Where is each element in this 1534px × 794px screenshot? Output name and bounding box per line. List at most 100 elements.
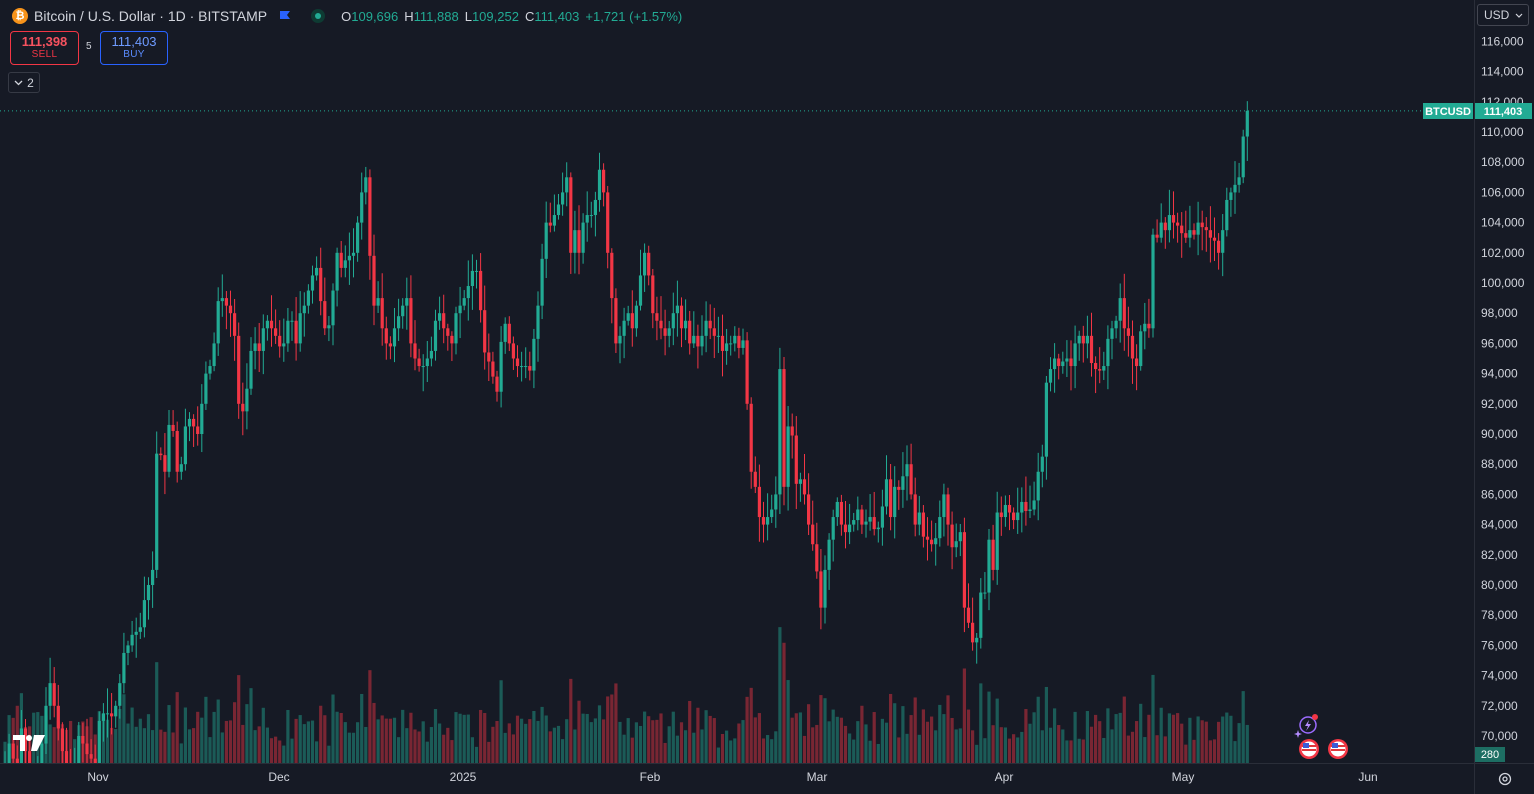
volume-bar — [934, 730, 938, 763]
candle-body — [81, 736, 85, 744]
volume-bar — [200, 717, 204, 763]
candle-body — [142, 600, 146, 628]
candle-body — [503, 323, 507, 342]
candle-body — [856, 509, 860, 521]
market-status-icon[interactable] — [311, 9, 326, 23]
candle-body — [536, 305, 540, 339]
volume-bar — [171, 732, 175, 763]
us-economic-event-icon[interactable] — [1327, 738, 1349, 760]
volume-bar — [733, 738, 737, 763]
volume-bar — [376, 719, 380, 763]
volume-bar — [503, 732, 507, 763]
candlestick-chart[interactable] — [0, 0, 1474, 763]
volume-bar — [446, 727, 450, 763]
candle-body — [528, 366, 532, 371]
volume-bar — [716, 747, 720, 763]
candle-body — [1102, 366, 1106, 371]
volume-bar — [725, 730, 729, 763]
volume-bar — [1081, 739, 1085, 763]
candle-body — [552, 215, 556, 226]
candle-body — [315, 267, 319, 276]
us-economic-event-icon[interactable] — [1298, 738, 1320, 760]
price-tick-label: 74,000 — [1481, 669, 1518, 683]
time-tick-label: Apr — [995, 770, 1014, 784]
candle-body — [909, 464, 913, 495]
volume-bar — [782, 642, 786, 763]
volume-bar — [1192, 739, 1196, 763]
time-tick-label: 2025 — [450, 770, 477, 784]
sell-price: 111,398 — [21, 34, 68, 49]
candle-body — [1212, 237, 1217, 241]
candle-body — [897, 486, 901, 490]
volume-bar — [819, 695, 823, 763]
volume-bar — [257, 726, 261, 763]
candle-body — [1028, 509, 1032, 512]
candle-body — [741, 340, 745, 348]
candle-body — [384, 328, 388, 344]
flag-icon[interactable] — [279, 10, 291, 22]
candle-body — [532, 338, 536, 371]
indicators-toggle-button[interactable]: 2 — [8, 72, 40, 93]
volume-bar — [151, 730, 155, 763]
volume-bar — [761, 738, 766, 763]
candle-body — [610, 252, 614, 299]
tradingview-logo[interactable] — [12, 732, 46, 754]
volume-bar — [577, 700, 581, 763]
volume-bar — [692, 732, 696, 763]
volume-bar — [630, 737, 634, 763]
candle-body — [753, 471, 757, 487]
sparkle-lightning-icon[interactable] — [1294, 712, 1320, 738]
volume-bar — [331, 694, 335, 763]
sell-button[interactable]: 111,398 SELL — [10, 31, 79, 65]
volume-bar — [651, 720, 655, 763]
volume-bar — [552, 727, 556, 763]
price-axis[interactable]: 70,000 72,000 74,000 76,000 78,000 80,000 82,0… — [1474, 0, 1534, 763]
candle-body — [626, 313, 630, 321]
candle-body — [802, 479, 807, 495]
volume-bar — [1147, 714, 1151, 763]
volume-bar — [1143, 737, 1147, 763]
volume-bar — [880, 718, 884, 763]
candle-body — [179, 464, 183, 472]
volume-bar — [1171, 714, 1176, 763]
candle-body — [1237, 177, 1241, 185]
volume-bar — [1089, 726, 1094, 763]
candle-body — [319, 267, 323, 302]
chart-settings-button[interactable] — [1474, 763, 1534, 794]
candle-body — [200, 403, 204, 434]
volume-bar — [696, 707, 700, 763]
volume-bar — [196, 711, 200, 763]
volume-bar — [700, 729, 704, 763]
time-tick-label: Nov — [87, 770, 108, 784]
volume-bar — [360, 693, 364, 763]
volume-bar — [294, 718, 298, 763]
volume-bar — [565, 719, 569, 763]
volume-bar — [634, 722, 638, 763]
time-axis[interactable]: Nov Dec 2025 Feb Mar Apr May Jun — [0, 763, 1474, 794]
candle-body — [999, 512, 1003, 518]
candle-body — [597, 169, 602, 200]
volume-bar — [708, 715, 712, 763]
volume-bar — [544, 715, 548, 763]
volume-bar — [1139, 703, 1143, 763]
candle-body — [1176, 222, 1180, 226]
buy-button[interactable]: 111,403 BUY — [100, 31, 168, 65]
candle-body — [376, 298, 380, 306]
candle-body — [807, 494, 811, 525]
volume-bar — [774, 731, 778, 763]
symbol-title[interactable]: Bitcoin / U.S. Dollar · 1D · BITSTAMP — [34, 8, 268, 24]
volume-bar — [720, 733, 725, 763]
volume-bar — [856, 721, 860, 763]
currency-selector[interactable]: USD — [1477, 4, 1529, 26]
volume-bar — [585, 713, 589, 763]
candle-body — [1122, 298, 1126, 329]
volume-bar — [458, 713, 462, 763]
candle-body — [971, 622, 975, 643]
volume-bar — [1098, 721, 1102, 763]
price-tick-label: 88,000 — [1481, 457, 1518, 471]
volume-bar — [245, 704, 249, 763]
chart-pane[interactable]: ₿ Bitcoin / U.S. Dollar · 1D · BITSTAMP … — [0, 0, 1474, 763]
candle-body — [85, 743, 89, 755]
volume-bar — [265, 727, 269, 763]
candle-body — [561, 192, 565, 205]
